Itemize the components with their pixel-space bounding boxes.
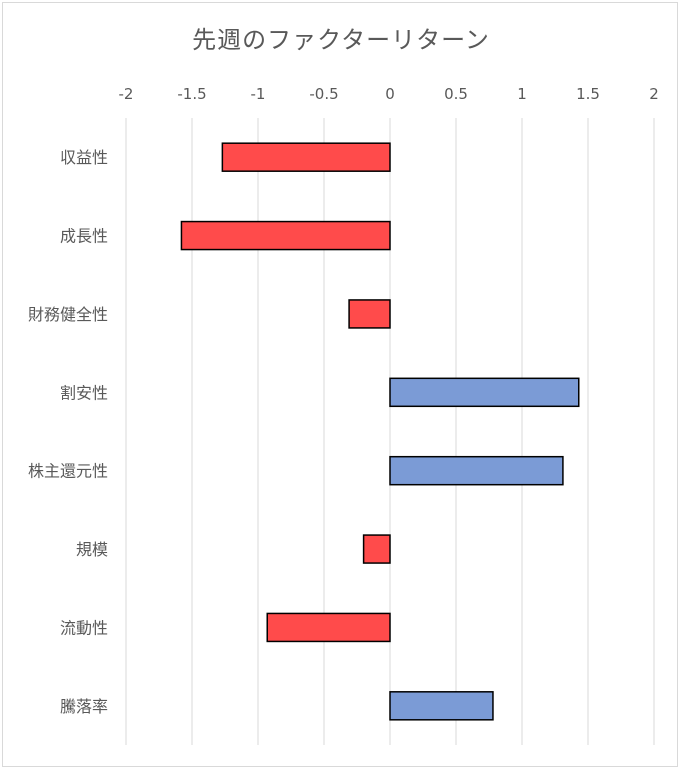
category-label: 騰落率	[60, 697, 108, 716]
bar	[389, 377, 580, 408]
x-tick-label: 0.5	[444, 85, 468, 103]
x-tick-label: -2	[119, 85, 134, 103]
grid-lines	[125, 118, 655, 745]
category-label: 収益性	[60, 148, 108, 167]
x-tick-label: 0	[385, 85, 395, 103]
bar	[348, 299, 391, 329]
bar	[389, 455, 564, 486]
bar	[221, 142, 391, 172]
bar	[362, 534, 391, 564]
chart-title: 先週のファクターリターン	[192, 26, 490, 54]
category-label: 株主還元性	[28, 462, 108, 481]
category-label: 成長性	[60, 227, 108, 246]
x-tick-label: -1	[251, 85, 266, 103]
bar	[180, 220, 391, 251]
category-label: 流動性	[60, 618, 108, 637]
bar	[389, 691, 494, 721]
x-tick-label: 1	[517, 85, 527, 103]
x-tick-label: -0.5	[309, 85, 338, 103]
category-label: 割安性	[60, 383, 108, 402]
category-label: 規模	[76, 540, 108, 559]
bars	[180, 142, 580, 721]
category-label: 財務健全性	[28, 305, 108, 324]
x-tick-label: -1.5	[177, 85, 206, 103]
bar	[266, 612, 391, 643]
x-tick-label: 2	[649, 85, 659, 103]
x-tick-label: 1.5	[576, 85, 600, 103]
x-axis-tick-labels: -2 -1.5 -1 -0.5 0 0.5 1 1.5 2	[119, 85, 659, 103]
